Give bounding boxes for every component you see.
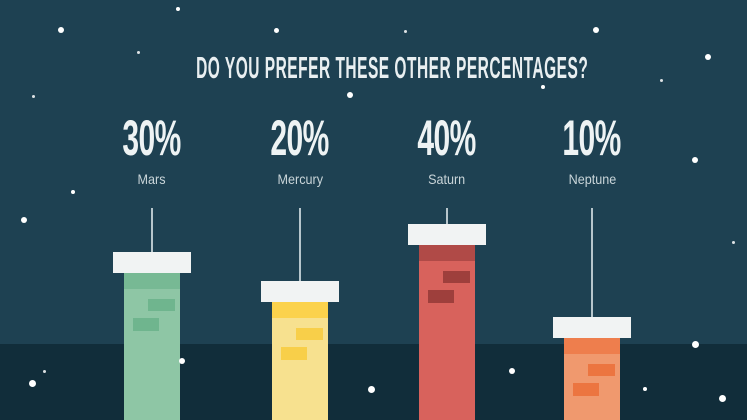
hanger-line [299,208,301,281]
value-label-neptune: 10% [562,110,622,166]
bar-brick [148,299,175,311]
chart-column-neptune: 10% Neptune [512,0,672,420]
hanger-line [591,208,593,317]
bar-brick [428,290,454,303]
hanger-line [151,208,153,252]
bar-body-mars [124,273,180,420]
bar-brick [588,364,615,376]
bar-body-mercury [272,302,328,420]
bar-shade-band [272,302,328,318]
star [58,27,64,33]
bar-cap [261,281,339,302]
bar-cap [113,252,191,273]
chart-column-mercury: 20% Mercury [220,0,380,420]
value-label-mars: 30% [122,110,182,166]
bar-body-saturn [419,245,475,420]
bar-brick [281,347,307,360]
category-label-mercury: Mercury [277,171,323,187]
bar-shade-band [419,245,475,261]
bar-shade-band [124,273,180,289]
bar-shade-band [564,338,620,354]
bar-cap [408,224,486,245]
category-label-neptune: Neptune [568,171,616,187]
star [31,94,35,98]
star [731,240,735,244]
star [21,217,27,223]
value-label-saturn: 40% [417,110,477,166]
bar-cap [553,317,631,338]
category-label-mars: Mars [137,171,167,187]
bar-brick [296,328,323,340]
slide-title: DO YOU PREFER THESE OTHER PERCENTAGES? [0,50,747,86]
hanger-line [446,208,448,224]
bar-body-neptune [564,338,620,420]
chart-column-mars: 30% Mars [72,0,232,420]
chart-column-saturn: 40% Saturn [367,0,527,420]
value-label-mercury: 20% [270,110,330,166]
bar-brick [133,318,159,331]
star [692,157,698,163]
category-label-saturn: Saturn [428,171,466,187]
slide-title-text: DO YOU PREFER THESE OTHER PERCENTAGES? [196,50,589,85]
bar-brick [573,383,599,396]
bar-brick [443,271,470,283]
